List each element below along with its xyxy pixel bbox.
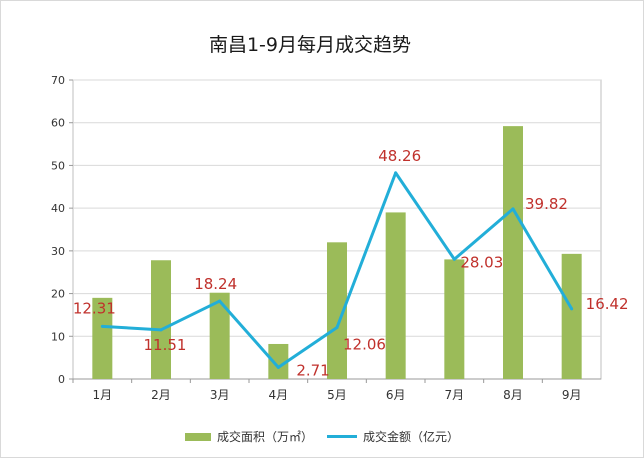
bar-8 [503, 126, 523, 379]
x-tick-label: 1月 [93, 388, 113, 402]
y-tick-label: 50 [51, 159, 65, 172]
line-point-8 [511, 207, 515, 211]
data-label-amount: 12.06 [343, 335, 386, 353]
bar-4 [268, 343, 289, 379]
y-tick-label: 70 [51, 74, 65, 87]
data-label-amount: 16.42 [586, 295, 629, 313]
line-point-2 [159, 328, 163, 332]
x-tick-label: 2月 [151, 388, 171, 402]
line-point-4 [276, 365, 280, 369]
bar-5 [327, 242, 347, 379]
y-tick-label: 10 [51, 330, 65, 343]
line-point-7 [452, 257, 456, 261]
y-tick-label: 40 [51, 202, 65, 215]
y-tick-label: 60 [51, 117, 65, 130]
x-tick-label: 9月 [562, 388, 582, 402]
bar-2 [151, 260, 171, 379]
data-label-amount: 48.26 [378, 147, 421, 165]
bar-6 [385, 212, 406, 379]
legend-swatch-amount [327, 435, 357, 438]
legend: 成交面积（万㎡） 成交金额（亿元） [0, 428, 644, 445]
x-tick-label: 3月 [210, 388, 230, 402]
line-point-5 [335, 325, 339, 329]
y-tick-label: 0 [58, 373, 65, 386]
x-tick-label: 8月 [503, 388, 523, 402]
x-tick-label: 7月 [445, 388, 465, 402]
data-label-amount: 2.71 [296, 361, 329, 379]
data-label-amount: 39.82 [525, 195, 568, 213]
line-point-9 [570, 307, 574, 311]
x-tick-label: 6月 [386, 388, 406, 402]
chart-title: 南昌1-9月每月成交趋势 [208, 34, 412, 56]
x-tick-label: 4月 [269, 388, 289, 402]
legend-label-amount: 成交金额（亿元） [363, 430, 460, 444]
bar-9 [561, 253, 582, 379]
legend-item-area: 成交面积（万㎡） [184, 428, 313, 445]
line-point-6 [394, 171, 398, 175]
line-point-3 [218, 299, 222, 303]
bar-3 [209, 292, 230, 379]
data-label-amount: 28.03 [460, 253, 503, 271]
legend-swatch-area [184, 432, 211, 441]
data-label-amount: 12.31 [73, 299, 116, 317]
legend-item-amount: 成交金额（亿元） [327, 428, 459, 445]
bar-1 [92, 297, 113, 379]
data-label-amount: 11.51 [144, 336, 187, 354]
bar-7 [444, 259, 465, 379]
line-point-1 [100, 324, 104, 328]
data-label-amount: 18.24 [194, 275, 237, 293]
y-tick-label: 20 [51, 288, 65, 301]
x-tick-label: 5月 [327, 388, 347, 402]
legend-label-area: 成交面积（万㎡） [216, 430, 313, 444]
y-tick-label: 30 [51, 245, 65, 258]
